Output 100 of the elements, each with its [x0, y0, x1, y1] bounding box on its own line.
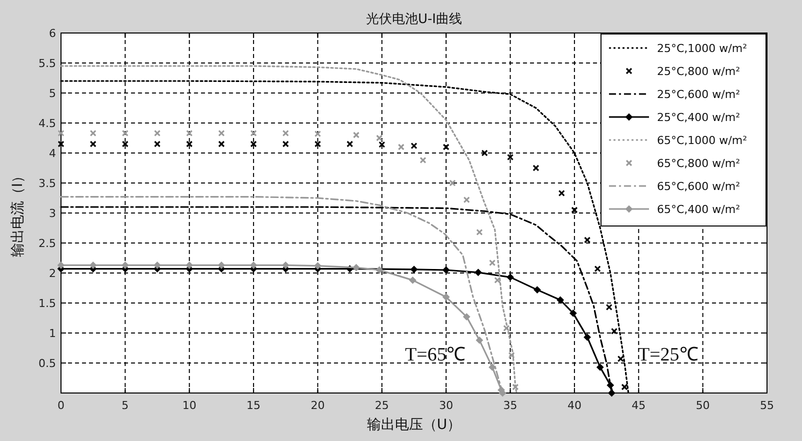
- point: [532, 164, 540, 172]
- point: [314, 262, 322, 270]
- point: [442, 294, 450, 300]
- point: [449, 180, 456, 186]
- x-tick-label: 30: [439, 399, 454, 412]
- point: [90, 140, 96, 148]
- point: [218, 262, 225, 269]
- x-tick-label: 10: [182, 399, 196, 412]
- y-tick-label: 6: [49, 27, 56, 40]
- point: [489, 260, 496, 266]
- x-tick-label: 40: [567, 399, 582, 412]
- point: [488, 364, 496, 371]
- point: [122, 262, 129, 269]
- point: [442, 266, 450, 274]
- y-tick-label: 1.5: [38, 297, 56, 310]
- y-tick-label: 1: [49, 327, 56, 340]
- point: [58, 130, 64, 136]
- point: [250, 130, 257, 136]
- legend-label: 65°C,1000 w/m²: [657, 134, 747, 147]
- point: [476, 228, 483, 236]
- legend-label: 25°C,400 w/m²: [657, 111, 740, 124]
- point: [154, 140, 161, 148]
- point: [508, 352, 515, 358]
- point: [282, 130, 289, 136]
- point: [463, 313, 470, 320]
- legend-label: 65°C,800 w/m²: [657, 157, 740, 170]
- point: [352, 132, 360, 138]
- point: [621, 384, 628, 390]
- point: [608, 390, 616, 396]
- point: [503, 324, 510, 332]
- point: [606, 382, 614, 389]
- point: [314, 140, 322, 148]
- y-tick-label: 4: [49, 147, 56, 160]
- point: [58, 140, 64, 148]
- point: [250, 140, 257, 148]
- point: [606, 304, 612, 310]
- point: [584, 236, 591, 244]
- point: [282, 262, 290, 269]
- point: [346, 140, 354, 148]
- point: [584, 334, 591, 341]
- point: [352, 264, 360, 272]
- point: [376, 134, 383, 142]
- y-tick-label: 4.5: [38, 117, 56, 130]
- point: [506, 154, 514, 160]
- point: [442, 144, 450, 150]
- point: [420, 156, 426, 164]
- point: [594, 266, 601, 272]
- x-tick-label: 45: [632, 399, 646, 412]
- x-tick-label: 55: [760, 399, 774, 412]
- point: [596, 364, 604, 371]
- point: [90, 130, 96, 136]
- x-tick-label: 20: [310, 399, 325, 412]
- annotation: T=25℃: [638, 344, 698, 366]
- legend-label: 65°C,600 w/m²: [657, 180, 740, 193]
- point: [314, 130, 322, 138]
- point: [282, 140, 289, 148]
- point: [558, 190, 565, 196]
- point: [186, 140, 193, 148]
- legend-label: 25°C,800 w/m²: [657, 65, 740, 78]
- y-tick-label: 3: [49, 207, 56, 220]
- point: [410, 266, 418, 273]
- point: [218, 130, 225, 136]
- x-axis-title: 输出电压（U）: [366, 417, 462, 433]
- point: [571, 206, 578, 214]
- point: [474, 268, 482, 276]
- point: [378, 141, 386, 148]
- point: [398, 144, 404, 150]
- y-axis-title: 输出电流（I）: [10, 168, 26, 258]
- x-tick-label: 5: [122, 399, 129, 412]
- y-tick-label: 5.5: [38, 57, 56, 70]
- point: [610, 328, 618, 334]
- point: [481, 150, 488, 156]
- point: [512, 384, 519, 390]
- point: [154, 262, 161, 269]
- point: [186, 130, 193, 136]
- x-tick-label: 0: [58, 399, 64, 412]
- x-tick-label: 25: [374, 399, 389, 412]
- point: [186, 262, 193, 269]
- line-series: [60, 65, 518, 394]
- point: [534, 286, 541, 294]
- point: [218, 140, 225, 148]
- x-tick-label: 50: [696, 399, 710, 412]
- x-tick-label: 15: [246, 399, 261, 412]
- y-tick-label: 2: [49, 267, 56, 280]
- point: [463, 196, 470, 204]
- y-tick-label: 5: [49, 87, 56, 100]
- point: [154, 130, 161, 136]
- point: [90, 262, 97, 269]
- point: [494, 276, 501, 284]
- legend-label: 25°C,1000 w/m²: [657, 42, 747, 55]
- point: [617, 356, 624, 362]
- point: [499, 390, 506, 396]
- point: [410, 142, 418, 150]
- point: [122, 130, 128, 136]
- point: [376, 266, 383, 274]
- point: [556, 296, 564, 304]
- point: [506, 274, 514, 281]
- legend-label: 25°C,600 w/m²: [657, 88, 740, 101]
- point: [58, 262, 64, 269]
- point: [409, 276, 416, 284]
